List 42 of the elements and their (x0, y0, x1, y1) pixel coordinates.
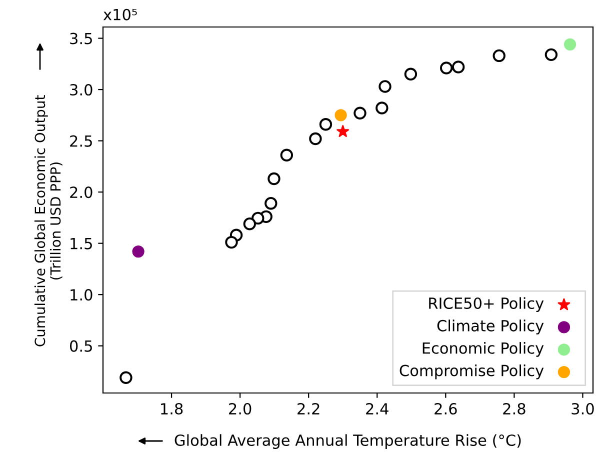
point (376, 102, 388, 114)
legend-label: RICE50+ Policy (429, 297, 544, 312)
point (264, 196, 278, 210)
x-tick-label: 3.0 (572, 402, 594, 415)
y-tick-label: 3.5 (70, 32, 92, 44)
x-tick-label: 2.4 (366, 402, 388, 414)
point (452, 60, 465, 74)
legend-label: Compromise Policy (400, 364, 544, 380)
legend-label: Climate Policy (437, 320, 544, 334)
point (336, 125, 350, 137)
point (225, 236, 238, 249)
point (378, 80, 392, 93)
y-tick-label: 1.5 (70, 238, 92, 250)
point (252, 212, 264, 225)
point (132, 245, 144, 258)
y-tick-label: 0.5 (70, 340, 92, 352)
text: x10⁵ (103, 8, 137, 20)
y-tick-label: 2.5 (70, 135, 92, 147)
point (309, 132, 322, 146)
point (354, 106, 366, 120)
x-tick-label: 2.2 (298, 402, 320, 414)
x-tick-label: 1.8 (161, 402, 183, 415)
point (334, 109, 347, 122)
x-tick-label: 2.6 (434, 402, 457, 415)
point (492, 49, 506, 62)
point (268, 172, 280, 186)
point (544, 48, 558, 62)
y-tick-label: 2.0 (70, 186, 92, 198)
point (243, 217, 256, 230)
y-tick-label: 1.0 (70, 289, 92, 301)
x-tick-label: 2.0 (229, 402, 252, 415)
point (120, 371, 132, 384)
x-tick-label: 2.8 (503, 402, 526, 415)
point (564, 38, 576, 51)
y-tick-label: 3.0 (70, 84, 92, 96)
point (440, 62, 453, 74)
legend-label: Economic Policy (422, 342, 544, 357)
point (319, 118, 332, 131)
x-axis-title: Global Average Annual Temperature Rise (°C) (174, 434, 521, 449)
y-axis-title: Cumulative Global Economic Output (Trillion USD PPP) (34, 95, 62, 346)
point (280, 148, 294, 162)
point (404, 68, 418, 81)
